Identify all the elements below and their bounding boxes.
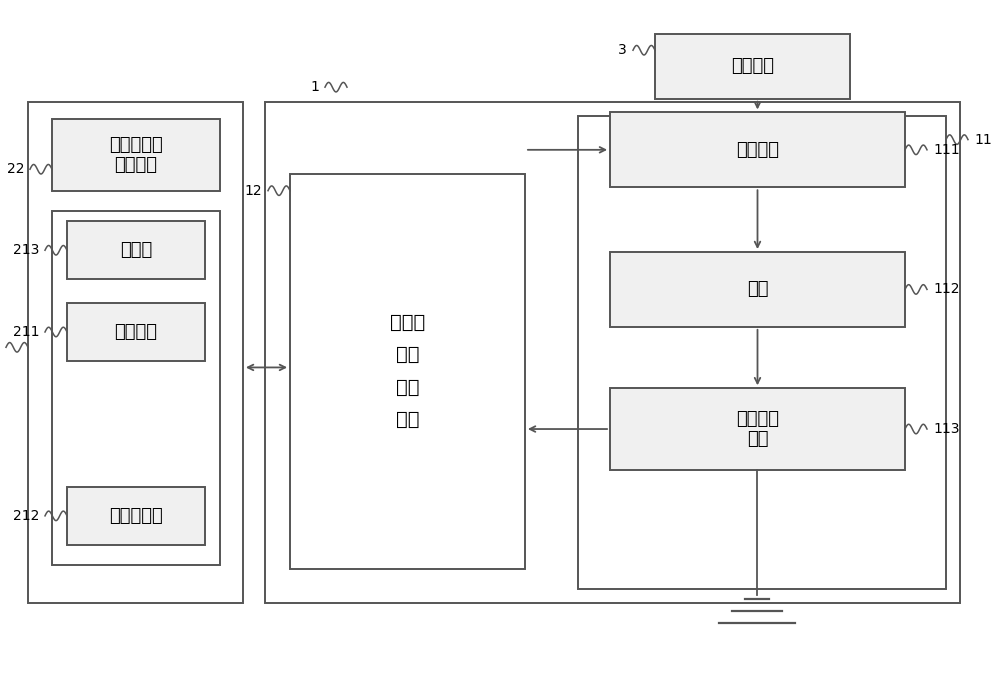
Bar	[655, 34, 850, 99]
Bar	[28, 102, 243, 603]
Text: 接收端通信
控制模块: 接收端通信 控制模块	[109, 136, 163, 174]
Bar	[610, 388, 905, 470]
Text: 211: 211	[13, 325, 39, 339]
Bar	[290, 174, 525, 569]
Bar	[67, 487, 205, 545]
Text: 112: 112	[933, 283, 960, 296]
Text: 11: 11	[974, 133, 992, 146]
Text: 串并联电容: 串并联电容	[109, 507, 163, 525]
Bar	[67, 303, 205, 361]
Bar	[578, 116, 946, 589]
Text: 发射端
通信
控制
模块: 发射端 通信 控制 模块	[390, 313, 425, 430]
Text: 12: 12	[244, 184, 262, 197]
Bar	[610, 252, 905, 327]
Text: 屏蔽层: 屏蔽层	[120, 241, 152, 259]
Text: 输入电源: 输入电源	[731, 57, 774, 76]
Text: 线圈: 线圈	[747, 281, 768, 298]
Bar	[52, 119, 220, 191]
Text: 113: 113	[933, 422, 960, 436]
Text: 次级线圈: 次级线圈	[114, 323, 158, 341]
Text: 111: 111	[933, 143, 960, 157]
Text: 212: 212	[13, 509, 39, 523]
Text: 转换单元: 转换单元	[736, 141, 779, 159]
Bar	[52, 211, 220, 565]
Bar	[265, 102, 960, 603]
Text: 213: 213	[13, 243, 39, 257]
Text: 3: 3	[618, 43, 627, 57]
Text: 1: 1	[310, 80, 319, 94]
Bar	[67, 221, 205, 279]
Text: 22: 22	[7, 162, 24, 176]
Text: 电流检测
单元: 电流检测 单元	[736, 410, 779, 448]
Bar	[610, 112, 905, 187]
